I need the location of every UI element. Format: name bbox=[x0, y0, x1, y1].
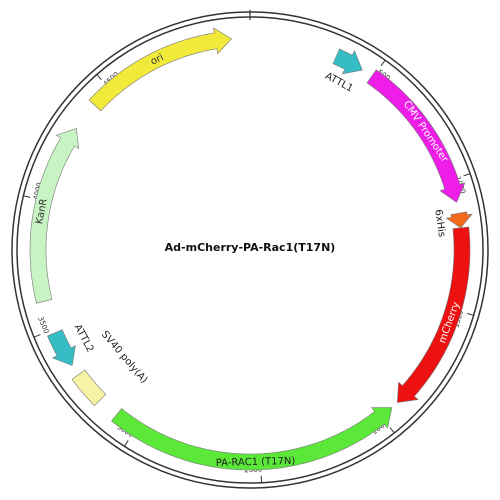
feature-arrow bbox=[111, 407, 393, 471]
tick-mark bbox=[466, 312, 474, 316]
feature-label: PA-RAC1 (T17N) bbox=[216, 456, 296, 469]
feature-label: CMV Promoter bbox=[401, 99, 451, 165]
map-title: Ad-mCherry-PA-Rac1(T17N) bbox=[165, 241, 336, 254]
tick-mark bbox=[389, 427, 395, 434]
tick-mark bbox=[23, 195, 31, 198]
feature-label: ATTL2 bbox=[72, 323, 96, 355]
feature-arrow bbox=[366, 69, 466, 203]
feature-arrow bbox=[47, 329, 76, 366]
tick-mark bbox=[380, 59, 386, 67]
tick-mark bbox=[463, 173, 471, 177]
tick-mark bbox=[96, 74, 102, 81]
feature-label: SV40 poly(A) bbox=[99, 329, 150, 386]
tick-mark bbox=[124, 440, 129, 447]
feature-label: ATTL1 bbox=[323, 71, 355, 95]
feature-arrow bbox=[88, 27, 232, 112]
feature-arrow bbox=[71, 369, 107, 407]
feature-arrow bbox=[445, 211, 473, 229]
feature-label: KanR bbox=[34, 198, 50, 225]
feature-arrow bbox=[332, 48, 363, 75]
feature-arrow bbox=[396, 226, 471, 403]
tick-mark bbox=[33, 334, 41, 338]
feature-label: 6xHis bbox=[432, 209, 447, 238]
feature-arrow bbox=[29, 127, 80, 304]
feature-label: ori bbox=[149, 52, 166, 68]
tick-label: 3500 bbox=[36, 315, 50, 335]
